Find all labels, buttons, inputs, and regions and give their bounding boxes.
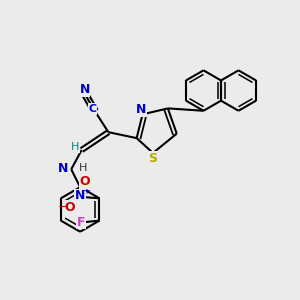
Text: C: C bbox=[88, 104, 97, 114]
Text: N: N bbox=[80, 83, 90, 97]
Text: −: − bbox=[58, 201, 68, 214]
Text: +: + bbox=[82, 187, 90, 196]
Text: O: O bbox=[79, 176, 90, 188]
Text: S: S bbox=[148, 152, 158, 165]
Text: O: O bbox=[64, 201, 75, 214]
Text: H: H bbox=[71, 142, 79, 152]
Text: F: F bbox=[77, 216, 85, 229]
Text: N: N bbox=[75, 189, 85, 203]
Text: N: N bbox=[58, 162, 68, 175]
Text: N: N bbox=[136, 103, 146, 116]
Text: H: H bbox=[79, 164, 87, 173]
